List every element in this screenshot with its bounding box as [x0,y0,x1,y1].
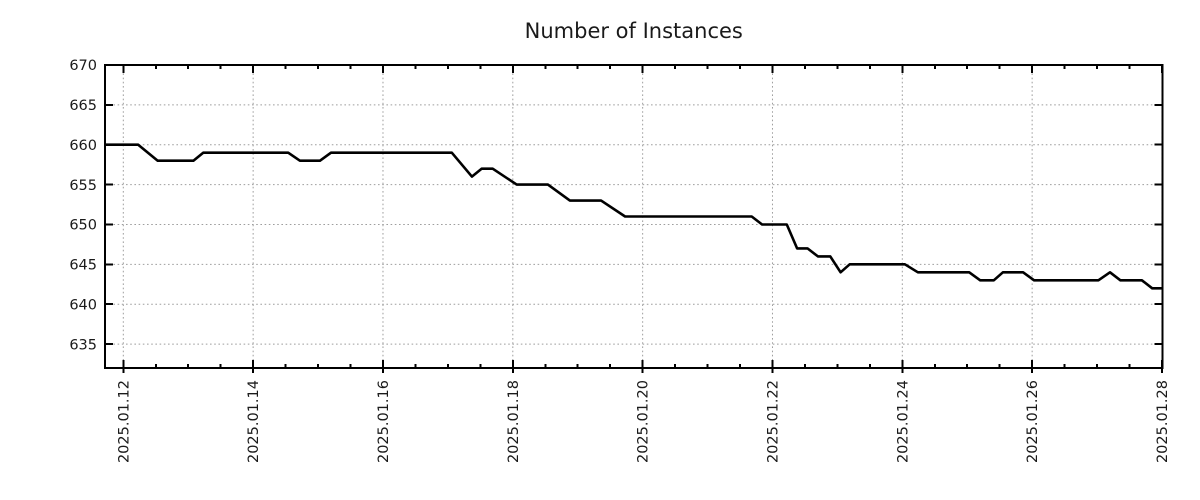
y-tick-label: 655 [69,178,97,194]
y-tick-label: 670 [69,58,97,74]
axis-ticks [105,64,1163,373]
y-tick-label: 650 [69,218,97,234]
x-tick-label: 2025.01.12 [116,380,132,463]
y-tick-label: 665 [69,98,97,114]
x-tick-label: 2025.01.24 [895,380,911,463]
y-tick-label: 645 [69,258,97,274]
x-tick-label: 2025.01.20 [636,380,652,463]
y-tick-label: 640 [69,297,97,313]
x-tick-label: 2025.01.18 [506,380,522,463]
chart-title: Number of Instances [525,19,743,43]
data-series [105,143,1163,290]
x-tick-label: 2025.01.26 [1025,380,1041,463]
data-line-instances [105,143,1163,290]
y-tick-label: 635 [69,337,97,353]
x-tick-label: 2025.01.28 [1155,380,1171,463]
x-tick-label: 2025.01.14 [246,380,262,463]
plot-border [104,64,1164,369]
y-tick-label: 660 [69,138,97,154]
x-tick-label: 2025.01.16 [376,380,392,463]
axis-labels: 2025.01.12 2025.01.14 2025.01.16 2025.01.18… [69,58,1171,463]
x-tick-label: 2025.01.22 [765,380,781,463]
